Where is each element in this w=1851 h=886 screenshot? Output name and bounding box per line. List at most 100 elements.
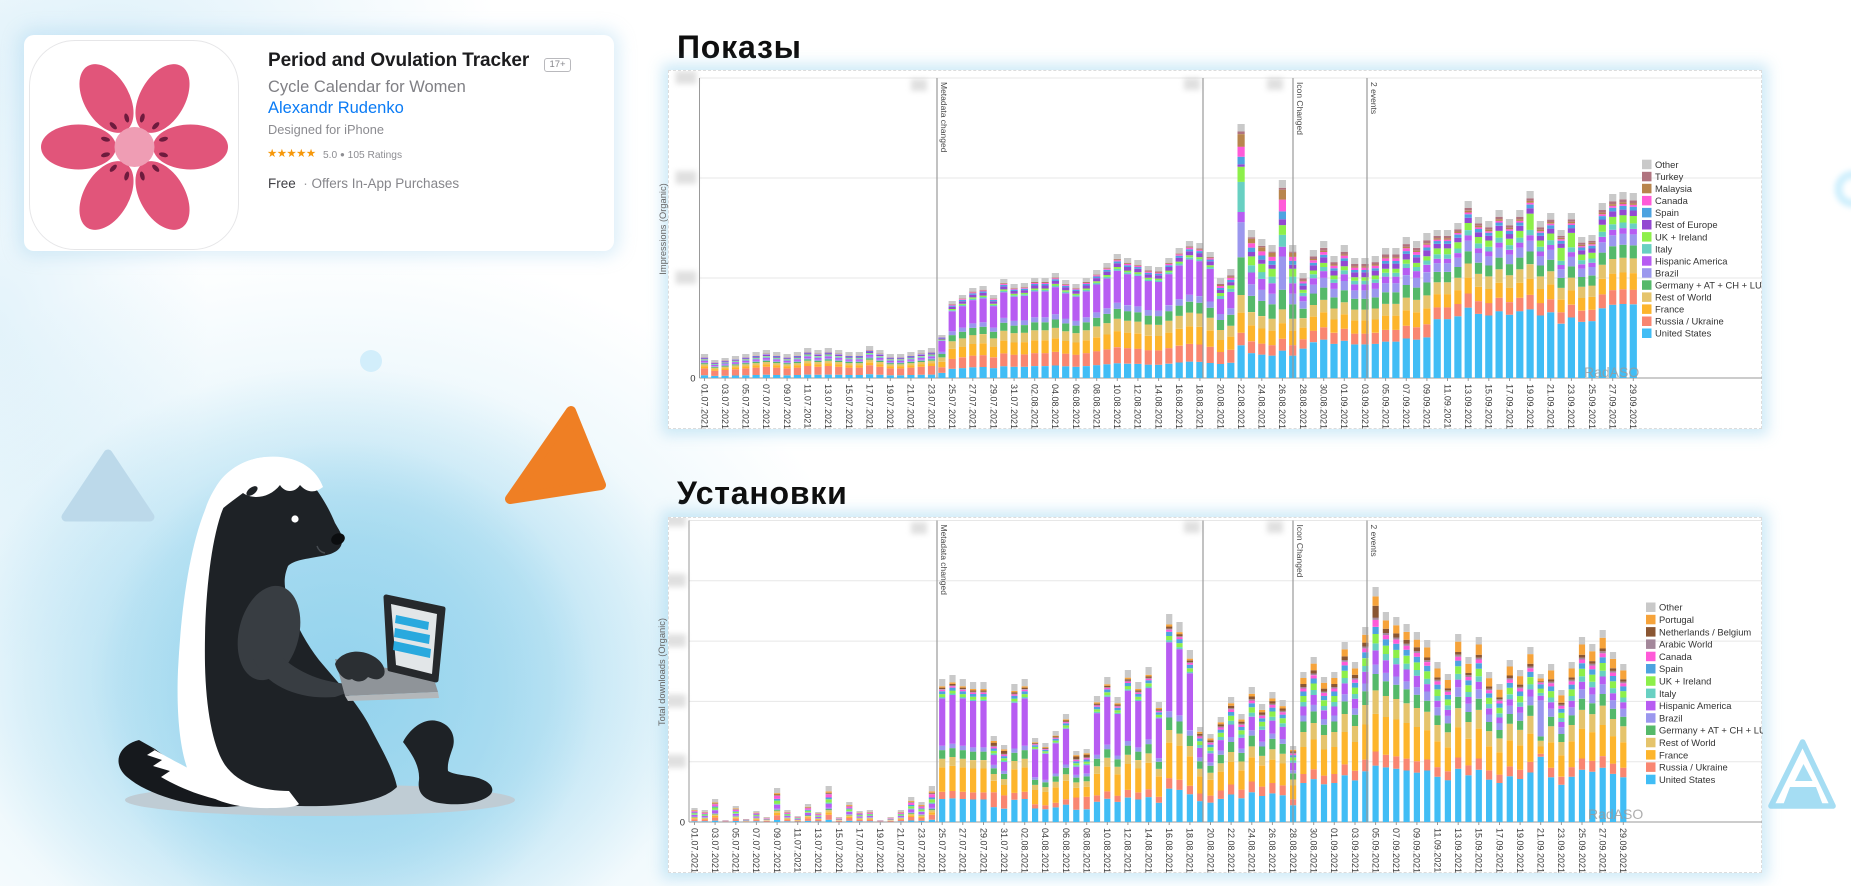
svg-text:29.07.2021: 29.07.2021 (988, 384, 998, 429)
svg-text:15.09.2021: 15.09.2021 (1484, 384, 1494, 429)
svg-text:17.07.2021: 17.07.2021 (864, 384, 874, 429)
svg-text:UK + Ireland: UK + Ireland (1655, 231, 1707, 242)
svg-text:13.07.2021: 13.07.2021 (823, 384, 833, 429)
svg-text:02.08.2021: 02.08.2021 (1030, 384, 1040, 429)
svg-text:04.08.2021: 04.08.2021 (1050, 384, 1060, 429)
svg-text:12.08.2021: 12.08.2021 (1133, 384, 1143, 429)
svg-text:Spain: Spain (1659, 663, 1683, 674)
svg-text:13.09.2021: 13.09.2021 (1453, 828, 1463, 873)
svg-text:11.09.2021: 11.09.2021 (1442, 384, 1452, 428)
svg-text:Malaysia: Malaysia (1655, 183, 1693, 194)
svg-text:13.09.2021: 13.09.2021 (1463, 384, 1473, 429)
svg-text:19.07.2021: 19.07.2021 (885, 384, 895, 429)
svg-text:09.09.2021: 09.09.2021 (1422, 384, 1432, 429)
svg-text:09.07.2021: 09.07.2021 (782, 384, 792, 429)
svg-text:06.08.2021: 06.08.2021 (1061, 828, 1071, 873)
svg-text:23.09.2021: 23.09.2021 (1556, 828, 1566, 873)
svg-text:07.07.2021: 07.07.2021 (751, 828, 761, 873)
svg-text:Metadata changed: Metadata changed (939, 82, 949, 153)
svg-text:23.09.2021: 23.09.2021 (1566, 384, 1576, 429)
svg-text:22.08.2021: 22.08.2021 (1226, 828, 1236, 873)
svg-text:Other: Other (1655, 159, 1678, 170)
svg-text:27.07.2021: 27.07.2021 (968, 384, 978, 429)
svg-text:Germany + AT + CH + LU: Germany + AT + CH + LU (1655, 280, 1762, 291)
svg-text:01.07.2021: 01.07.2021 (689, 828, 699, 873)
svg-text:21.09.2021: 21.09.2021 (1536, 828, 1546, 873)
svg-text:12.08.2021: 12.08.2021 (1123, 828, 1133, 873)
svg-text:21.09.2021: 21.09.2021 (1546, 384, 1556, 429)
svg-text:29.09.2021: 29.09.2021 (1628, 384, 1638, 429)
svg-text:08.08.2021: 08.08.2021 (1082, 828, 1092, 873)
svg-text:27.07.2021: 27.07.2021 (958, 828, 968, 873)
svg-text:08.08.2021: 08.08.2021 (1092, 384, 1102, 429)
svg-text:04.08.2021: 04.08.2021 (1040, 828, 1050, 873)
svg-text:Brazil: Brazil (1655, 267, 1678, 278)
svg-text:25.07.2021: 25.07.2021 (947, 384, 957, 429)
svg-text:0: 0 (690, 374, 695, 385)
svg-text:15.09.2021: 15.09.2021 (1474, 828, 1484, 873)
svg-text:19.07.2021: 19.07.2021 (875, 828, 885, 873)
svg-text:20.08.2021: 20.08.2021 (1215, 384, 1225, 429)
svg-text:11.09.2021: 11.09.2021 (1432, 828, 1442, 872)
svg-text:07.07.2021: 07.07.2021 (761, 384, 771, 429)
svg-text:09.09.2021: 09.09.2021 (1412, 828, 1422, 873)
svg-text:07.09.2021: 07.09.2021 (1391, 828, 1401, 873)
svg-text:France: France (1655, 304, 1684, 315)
svg-text:Hispanic America: Hispanic America (1659, 700, 1732, 711)
svg-text:01.09.2021: 01.09.2021 (1329, 828, 1339, 873)
svg-text:15.07.2021: 15.07.2021 (844, 384, 854, 429)
svg-text:30.08.2021: 30.08.2021 (1309, 828, 1319, 873)
svg-text:2 events: 2 events (1369, 82, 1379, 114)
svg-text:24.08.2021: 24.08.2021 (1257, 384, 1267, 429)
svg-text:Metadata changed: Metadata changed (939, 525, 949, 596)
svg-text:Other: Other (1659, 602, 1682, 613)
svg-text:25.07.2021: 25.07.2021 (937, 828, 947, 873)
svg-text:Spain: Spain (1655, 207, 1679, 218)
svg-text:Rest of World: Rest of World (1655, 292, 1712, 303)
svg-text:Canada: Canada (1655, 195, 1689, 206)
svg-text:Arabic World: Arabic World (1659, 639, 1713, 650)
svg-text:05.07.2021: 05.07.2021 (741, 384, 751, 429)
svg-text:16.08.2021: 16.08.2021 (1174, 384, 1184, 429)
svg-text:20.08.2021: 20.08.2021 (1205, 828, 1215, 873)
svg-text:Russia / Ukraine: Russia / Ukraine (1659, 762, 1728, 773)
svg-text:31.07.2021: 31.07.2021 (1009, 384, 1019, 429)
svg-text:25.09.2021: 25.09.2021 (1587, 384, 1597, 429)
svg-text:France: France (1659, 749, 1688, 760)
svg-text:03.07.2021: 03.07.2021 (710, 828, 720, 873)
svg-text:Rest of Europe: Rest of Europe (1655, 219, 1718, 230)
svg-text:02.08.2021: 02.08.2021 (1020, 828, 1030, 873)
svg-text:01.07.2021: 01.07.2021 (699, 384, 709, 429)
svg-text:26.08.2021: 26.08.2021 (1277, 384, 1287, 429)
svg-text:29.09.2021: 29.09.2021 (1618, 828, 1628, 873)
svg-text:22.08.2021: 22.08.2021 (1236, 384, 1246, 429)
svg-text:Turkey: Turkey (1655, 171, 1684, 182)
svg-text:31.07.2021: 31.07.2021 (999, 828, 1009, 873)
svg-text:15.07.2021: 15.07.2021 (834, 828, 844, 873)
svg-text:14.08.2021: 14.08.2021 (1143, 828, 1153, 873)
svg-text:01.09.2021: 01.09.2021 (1339, 384, 1349, 429)
svg-text:2 events: 2 events (1369, 525, 1379, 557)
svg-text:0: 0 (680, 818, 685, 829)
svg-text:United States: United States (1655, 328, 1712, 339)
svg-text:Icon Changed: Icon Changed (1295, 82, 1305, 135)
svg-text:28.08.2021: 28.08.2021 (1298, 384, 1308, 429)
svg-text:11.07.2021: 11.07.2021 (793, 828, 803, 872)
svg-text:05.09.2021: 05.09.2021 (1370, 828, 1380, 873)
svg-text:17.09.2021: 17.09.2021 (1504, 384, 1514, 429)
svg-text:18.08.2021: 18.08.2021 (1185, 828, 1195, 873)
svg-text:RadASO: RadASO (1584, 364, 1639, 380)
svg-text:23.07.2021: 23.07.2021 (926, 384, 936, 429)
svg-text:05.09.2021: 05.09.2021 (1380, 384, 1390, 429)
svg-text:03.09.2021: 03.09.2021 (1350, 828, 1360, 873)
svg-text:Rest of World: Rest of World (1659, 737, 1716, 748)
svg-text:30.08.2021: 30.08.2021 (1319, 384, 1329, 429)
svg-text:Hispanic America: Hispanic America (1655, 255, 1728, 266)
svg-text:Canada: Canada (1659, 651, 1693, 662)
svg-text:18.08.2021: 18.08.2021 (1195, 384, 1205, 429)
svg-text:Italy: Italy (1655, 243, 1673, 254)
svg-text:17.09.2021: 17.09.2021 (1494, 828, 1504, 873)
svg-text:17.07.2021: 17.07.2021 (854, 828, 864, 873)
svg-text:28.08.2021: 28.08.2021 (1288, 828, 1298, 873)
svg-text:24.08.2021: 24.08.2021 (1247, 828, 1257, 873)
